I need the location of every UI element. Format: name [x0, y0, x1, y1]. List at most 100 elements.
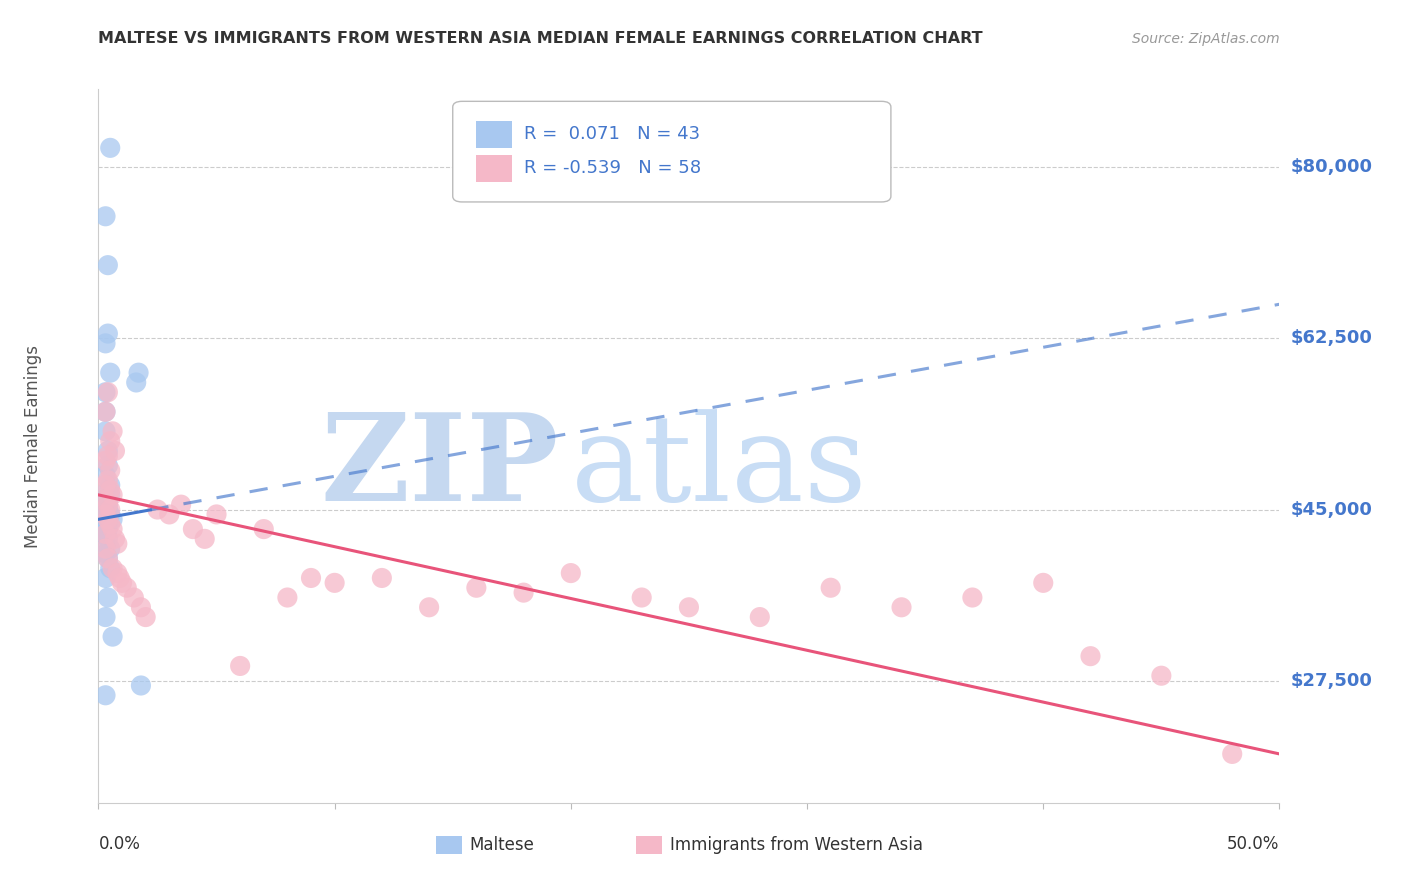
- Point: [105, 537, 128, 551]
- Point: [181, 522, 204, 536]
- Point: [97, 458, 120, 473]
- Point: [98, 561, 121, 575]
- Point: [97, 473, 120, 487]
- Text: MALTESE VS IMMIGRANTS FROM WESTERN ASIA MEDIAN FEMALE EARNINGS CORRELATION CHART: MALTESE VS IMMIGRANTS FROM WESTERN ASIA …: [98, 31, 983, 46]
- Point: [108, 571, 131, 585]
- Bar: [477, 120, 512, 148]
- Point: [465, 581, 488, 595]
- Point: [1080, 649, 1102, 664]
- Point: [890, 600, 912, 615]
- Point: [748, 610, 770, 624]
- Point: [94, 405, 117, 419]
- Point: [101, 512, 124, 526]
- Point: [128, 366, 150, 380]
- Text: $27,500: $27,500: [1291, 672, 1372, 690]
- Point: [97, 498, 120, 512]
- Point: [94, 512, 117, 526]
- Point: [115, 581, 138, 595]
- Point: [97, 483, 120, 497]
- Point: [97, 517, 120, 532]
- Point: [94, 336, 117, 351]
- Point: [94, 453, 117, 467]
- Point: [94, 209, 117, 223]
- Point: [98, 508, 121, 522]
- Point: [94, 527, 117, 541]
- Point: [418, 600, 440, 615]
- Point: [104, 443, 127, 458]
- Point: [94, 405, 117, 419]
- Point: [630, 591, 652, 605]
- Point: [229, 659, 252, 673]
- Point: [1032, 575, 1054, 590]
- Point: [194, 532, 217, 546]
- Bar: [436, 837, 463, 855]
- Text: Immigrants from Western Asia: Immigrants from Western Asia: [671, 837, 924, 855]
- Text: R = -0.539   N = 58: R = -0.539 N = 58: [523, 160, 700, 178]
- Point: [101, 522, 124, 536]
- Point: [98, 488, 121, 502]
- Point: [94, 520, 117, 534]
- Point: [104, 532, 127, 546]
- Point: [98, 366, 121, 380]
- Point: [678, 600, 700, 615]
- Text: 0.0%: 0.0%: [98, 835, 141, 853]
- Text: Source: ZipAtlas.com: Source: ZipAtlas.com: [1132, 32, 1279, 46]
- Point: [94, 385, 117, 400]
- Point: [1150, 669, 1173, 683]
- Point: [125, 376, 148, 390]
- Point: [98, 483, 121, 497]
- Point: [135, 610, 157, 624]
- Point: [97, 502, 120, 516]
- Point: [560, 566, 582, 580]
- Bar: [636, 837, 662, 855]
- Point: [129, 678, 152, 692]
- Text: $62,500: $62,500: [1291, 329, 1372, 348]
- Point: [820, 581, 842, 595]
- Point: [97, 449, 120, 463]
- Bar: [477, 155, 512, 182]
- Point: [146, 502, 169, 516]
- Text: Median Female Earnings: Median Female Earnings: [24, 344, 42, 548]
- Point: [97, 522, 120, 536]
- Text: atlas: atlas: [571, 409, 868, 526]
- Point: [962, 591, 984, 605]
- Point: [157, 508, 180, 522]
- Point: [323, 575, 346, 590]
- Point: [253, 522, 276, 536]
- Point: [205, 508, 228, 522]
- Point: [101, 630, 124, 644]
- Point: [94, 504, 117, 518]
- Point: [101, 561, 124, 575]
- Point: [97, 258, 120, 272]
- Point: [94, 547, 117, 561]
- Point: [98, 517, 121, 532]
- Point: [97, 498, 120, 512]
- Text: $45,000: $45,000: [1291, 500, 1372, 518]
- Point: [371, 571, 394, 585]
- Point: [299, 571, 322, 585]
- Point: [122, 591, 145, 605]
- Point: [97, 591, 120, 605]
- Point: [94, 508, 117, 522]
- Point: [94, 537, 117, 551]
- Text: $80,000: $80,000: [1291, 159, 1372, 177]
- Point: [98, 541, 121, 556]
- Point: [98, 141, 121, 155]
- Point: [105, 566, 128, 580]
- Point: [94, 610, 117, 624]
- Point: [98, 478, 121, 492]
- Point: [94, 478, 117, 492]
- Point: [94, 541, 117, 556]
- Point: [129, 600, 152, 615]
- Point: [98, 434, 121, 449]
- Point: [94, 571, 117, 585]
- Point: [97, 443, 120, 458]
- Point: [97, 551, 120, 566]
- Point: [276, 591, 298, 605]
- Point: [94, 500, 117, 515]
- Point: [101, 425, 124, 439]
- Point: [1220, 747, 1243, 761]
- Point: [94, 522, 117, 536]
- Point: [101, 488, 124, 502]
- Point: [94, 527, 117, 541]
